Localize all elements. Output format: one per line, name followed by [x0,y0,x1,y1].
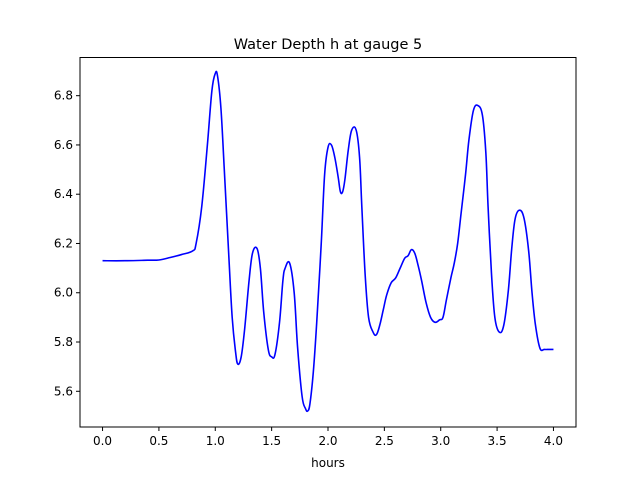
x-tick-label: 1.5 [262,434,281,448]
x-tick-label: 4.0 [544,434,563,448]
x-tick-label: 2.0 [318,434,337,448]
x-tick-label: 2.5 [375,434,394,448]
x-tick-label: 0.5 [149,434,168,448]
x-tick-label: 0.0 [93,434,112,448]
chart-title: Water Depth h at gauge 5 [234,37,422,53]
y-tick-label: 6.8 [54,89,73,103]
y-tick-label: 6.2 [54,236,73,250]
x-tick-label: 1.0 [206,434,225,448]
series-line-0 [102,70,554,413]
y-tick-label: 5.8 [54,335,73,349]
series-group [102,70,554,413]
x-axis-label: hours [311,456,345,470]
y-axis: 5.6 5.8 6.0 6.2 6.4 6.6 6.8 [54,89,80,398]
x-tick-label: 3.5 [488,434,507,448]
y-tick-label: 5.6 [54,384,73,398]
y-tick-label: 6.4 [54,187,73,201]
x-axis: 0.0 0.5 1.0 1.5 2.0 2.5 3.0 3.5 4.0 [93,427,563,448]
x-tick-label: 3.0 [431,434,450,448]
y-tick-label: 6.0 [54,286,73,300]
plot-area [79,57,577,428]
y-tick-label: 6.6 [54,138,73,152]
